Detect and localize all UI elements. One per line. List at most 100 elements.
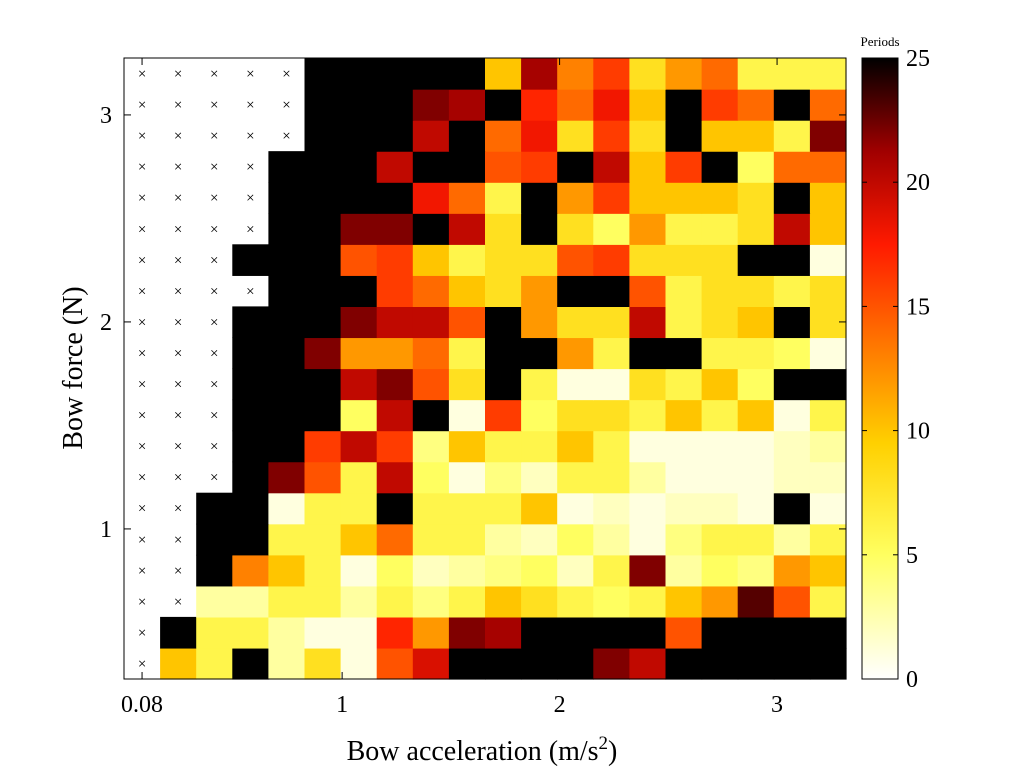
heatmap-cell [629,523,667,556]
no-data-marker: × [174,563,182,579]
y-axis-label: Bow force (N) [58,286,89,449]
heatmap-cell [701,120,739,152]
heatmap-cell [665,120,703,152]
heatmap-cell [412,399,450,432]
heatmap-cell [485,306,522,339]
heatmap-cell [773,616,811,649]
heatmap-cell [701,554,739,587]
heatmap-cell [629,337,667,370]
heatmap-cell [737,89,775,121]
heatmap-cell [340,89,378,121]
heatmap-cell [773,585,811,618]
heatmap-cell [340,399,378,432]
heatmap-cell [665,461,703,494]
heatmap-cell [737,337,775,370]
no-data-marker: × [138,532,146,548]
heatmap-cell [593,461,630,494]
heatmap-cell [196,554,233,587]
heatmap-cell [809,120,847,152]
heatmap-cell [160,616,197,649]
heatmap-cell [340,275,378,307]
colorbar-tick-label: 10 [906,419,930,445]
heatmap-cell [376,151,414,183]
heatmap-cell [304,182,342,214]
heatmap-cell [629,213,667,245]
no-data-marker: × [138,315,146,331]
heatmap-cell [304,554,342,587]
heatmap-cell [304,89,342,121]
heatmap-cell [485,554,522,587]
heatmap-cell [304,368,342,401]
heatmap-cell [665,337,703,370]
heatmap-cell [773,337,811,370]
no-data-marker: × [210,439,218,455]
no-data-marker: × [174,439,182,455]
heatmap-cell [521,523,558,556]
heatmap-cell [593,492,630,525]
heatmap-cell [557,399,594,432]
heatmap-cell [268,337,306,370]
no-data-marker: × [138,656,146,672]
heatmap-cell [196,647,233,680]
no-data-marker: × [138,98,146,114]
heatmap-cell [521,306,558,339]
heatmap-cell [412,492,450,525]
heatmap-cell [485,399,522,432]
heatmap-cell [593,275,630,307]
no-data-marker: × [210,98,218,114]
heatmap-cell [232,585,269,618]
heatmap-cell [376,585,414,618]
no-data-marker: × [246,284,254,300]
heatmap-cell [629,58,667,90]
heatmap-cell [376,492,414,525]
heatmap-cell [232,430,269,463]
y-tick-label: 1 [100,517,112,543]
heatmap-cell [521,461,558,494]
heatmap-cell [485,647,522,680]
heatmap-cell [701,616,739,649]
heatmap-cell [521,58,558,90]
no-data-marker: × [138,377,146,393]
heatmap-cell [376,89,414,121]
no-data-marker: × [210,129,218,145]
no-data-marker: × [174,67,182,83]
heatmap-cell [304,306,342,339]
heatmap-cell [196,523,233,556]
heatmap-cell [376,368,414,401]
heatmap-cell [557,89,594,121]
heatmap-cell [304,213,342,245]
heatmap-cell [737,585,775,618]
heatmap-cell [448,461,486,494]
no-data-marker: × [174,408,182,424]
heatmap-cell [232,492,269,525]
no-data-marker: × [138,191,146,207]
heatmap-cell [737,120,775,152]
heatmap-cell [485,430,522,463]
heatmap-cell [376,58,414,90]
heatmap-cell [665,492,703,525]
heatmap-cell [448,647,486,680]
no-data-marker: × [246,98,254,114]
heatmap-cell [593,554,630,587]
heatmap-cell [340,213,378,245]
heatmap-cell [268,647,306,680]
heatmap-cell [557,58,594,90]
heatmap-cell [268,554,306,587]
heatmap-cell [665,275,703,307]
heatmap-cell [232,244,269,276]
heatmap-cell [593,244,630,276]
heatmap-cell [809,492,847,525]
no-data-marker: × [138,160,146,176]
heatmap-cell [773,647,811,680]
heatmap-cell [629,492,667,525]
no-data-marker: × [174,501,182,517]
heatmap-cell [376,244,414,276]
heatmap-cell [701,275,739,307]
heatmap-cell [701,244,739,276]
no-data-marker: × [210,67,218,83]
heatmap-cell [304,151,342,183]
heatmap-cells [160,58,847,680]
no-data-marker: × [174,594,182,610]
heatmap-cell [629,554,667,587]
colorbar-tick-label: 0 [906,667,918,693]
